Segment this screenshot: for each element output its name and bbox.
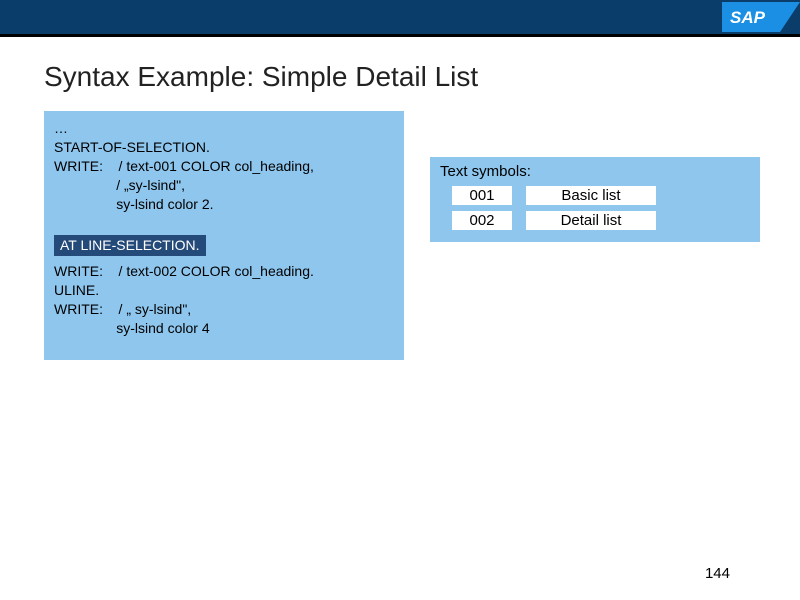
sap-logo-text: SAP (730, 8, 766, 27)
code-line: sy-lsind color 4 (54, 319, 394, 338)
symbol-code: 002 (452, 211, 512, 230)
symbol-label: Detail list (526, 211, 656, 230)
code-highlight: AT LINE-SELECTION. (54, 235, 206, 256)
sap-logo: SAP (722, 2, 800, 32)
code-line: WRITE: / text-001 COLOR col_heading, (54, 157, 394, 176)
code-line: / „sy-lsind", (54, 176, 394, 195)
divider-line (0, 34, 800, 37)
text-symbols-block: Text symbols: 001 Basic list 002 Detail … (430, 157, 760, 242)
header-bar: SAP (0, 0, 800, 34)
code-line: ULINE. (54, 281, 394, 300)
code-block: … START-OF-SELECTION. WRITE: / text-001 … (44, 111, 404, 360)
symbol-row: 001 Basic list (452, 186, 750, 205)
code-line: sy-lsind color 2. (54, 195, 394, 214)
code-line: … (54, 119, 394, 138)
text-symbols-title: Text symbols: (440, 163, 750, 180)
code-line: START-OF-SELECTION. (54, 138, 394, 157)
symbol-row: 002 Detail list (452, 211, 750, 230)
page-number: 144 (705, 565, 730, 582)
symbol-code: 001 (452, 186, 512, 205)
code-line: WRITE: / text-002 COLOR col_heading. (54, 262, 394, 281)
page-title: Syntax Example: Simple Detail List (44, 61, 800, 93)
code-line: WRITE: / „ sy-lsind", (54, 300, 394, 319)
symbol-label: Basic list (526, 186, 656, 205)
